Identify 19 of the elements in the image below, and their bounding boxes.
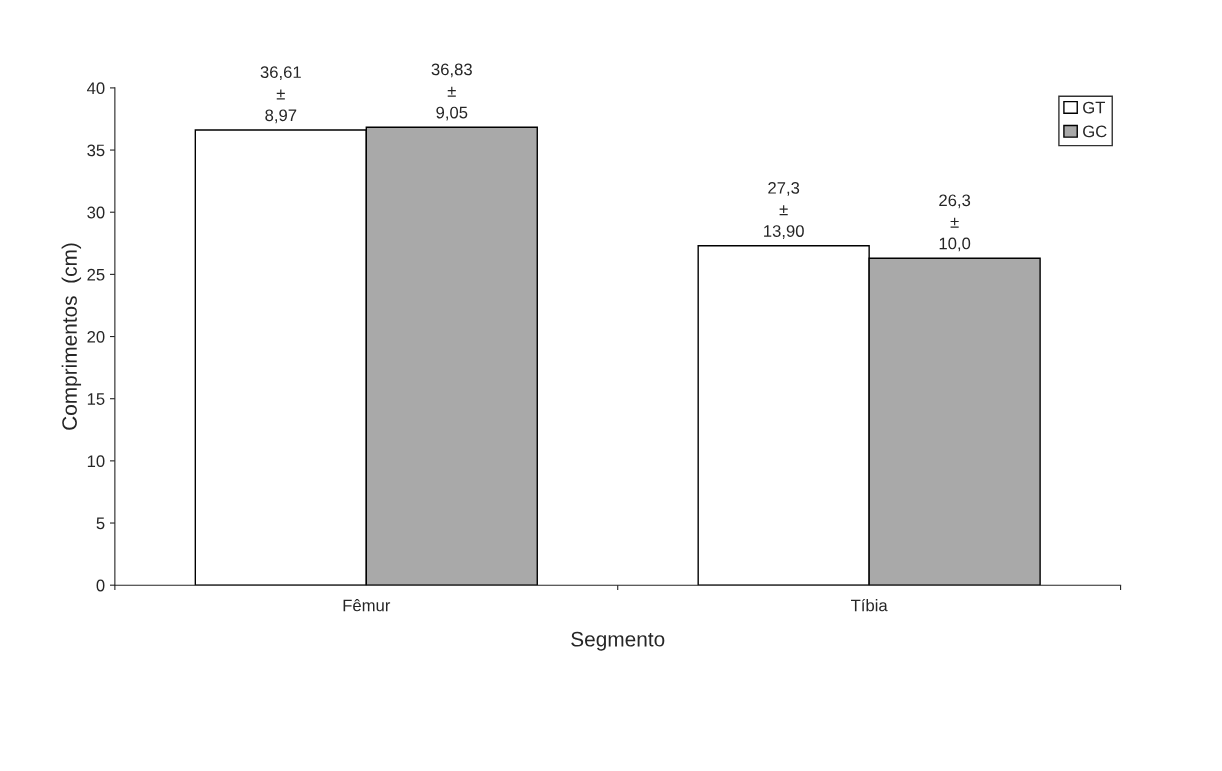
x-tick-label: Fêmur	[343, 599, 391, 612]
y-axis-title: Comprimentos (cm)	[61, 243, 82, 430]
data-label: 36,61 ± 8,97	[260, 66, 301, 124]
y-tick-label: 40	[86, 82, 105, 95]
data-label: 27,3 ± 13,90	[764, 181, 804, 239]
y-tick-label: 15	[87, 393, 105, 405]
y-tick-label: 10	[87, 455, 105, 468]
y-tick-label: 25	[87, 268, 105, 281]
y-tick-label: 35	[87, 144, 105, 157]
x-axis-title: Segmento	[571, 631, 665, 651]
y-tick-label: 30	[87, 206, 105, 219]
data-label: 26,3 ± 10,0	[939, 194, 971, 252]
x-tick-label: Tíbia	[851, 598, 888, 612]
data-label: 36,83 ± 9,05	[431, 63, 472, 121]
y-tick-label: 0	[96, 579, 105, 592]
y-tick-label: 5	[96, 517, 105, 530]
legend-label: GC	[1083, 125, 1107, 138]
legend-label: GT	[1083, 101, 1105, 114]
y-tick-label: 20	[87, 330, 105, 343]
